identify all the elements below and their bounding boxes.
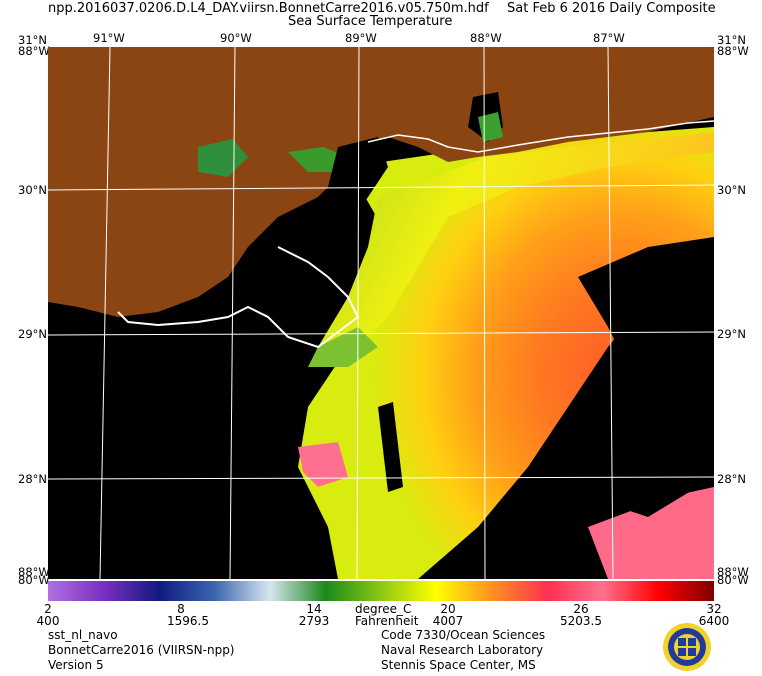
colorbar-tick-f-2: 2793 [298,614,330,628]
pink-patch-west [298,442,348,487]
colorbar-tick-f-4: 5203.5 [560,614,602,628]
corner-top-right-lon: 88°W [717,44,749,58]
footer-center-3: Stennis Space Center, MS [381,658,536,672]
colorbar-unit-celsius: degree_C [355,602,412,616]
colorbar-tick-c-0: 2 [44,602,52,616]
colorbar-tick-f-5: 6400 [698,614,730,628]
colorbar-tick-c-4: 26 [573,602,589,616]
corner-bottom-right-lon: 80°W [717,573,749,587]
date-title: Sat Feb 6 2016 Daily Composite [507,1,716,16]
nrl-logo [662,622,712,676]
shelf-water [318,132,714,357]
land-area [48,47,714,317]
lon-label-top-90: 90°W [220,31,252,45]
lat-label-right-29: 29°N [717,327,746,341]
colorbar-tick-c-3: 20 [440,602,456,616]
delta-no-data [278,137,388,257]
footer-left-1: sst_nl_navo [48,628,118,642]
sst-colorbar [48,581,714,601]
coastline [367,120,714,153]
lat-label-right-30: 30°N [717,183,746,197]
lat-label-left-28: 28°N [18,472,47,486]
footer-center-2: Naval Research Laboratory [381,643,544,657]
corner-bottom-right-lat: 88°W [717,565,749,579]
colorbar-tick-c-2: 14 [306,602,322,616]
product-title: Sea Surface Temperature [288,14,453,29]
footer-left-2: BonnetCarre2016 (VIIRSN-npp) [48,643,235,657]
corner-top-left-lat: 31°N [18,33,47,47]
lat-label-right-28: 28°N [717,472,746,486]
delta-coastline [117,246,360,349]
corner-top-left-lon: 88°W [18,44,50,58]
colorbar-tick-c-1: 8 [177,602,185,616]
lat-label-left-29: 29°N [18,327,47,341]
lake-pontchartrain [198,139,248,177]
lake-borgne [288,147,348,172]
footer-center-1: Code 7330/Ocean Sciences [381,628,546,642]
colorbar-unit-fahrenheit: Fahrenheit [355,614,419,628]
sst-map [48,47,714,579]
corner-bottom-left-lat: 88°W [18,565,50,579]
colorbar-tick-c-5: 32 [706,602,722,616]
corner-top-right-lat: 31°N [717,33,746,47]
lon-label-top-87: 87°W [593,31,625,45]
colorbar-tick-f-0: 400 [36,614,60,628]
colorbar-tick-f-1: 1596.5 [167,614,209,628]
lon-label-top-88: 88°W [470,31,502,45]
cold-water-delta [308,327,378,367]
colorbar-tick-f-3: 4007 [432,614,464,628]
filename-title: npp.2016037.0206.D.L4_DAY.viirsn.BonnetC… [48,1,489,16]
lon-label-top-91: 91°W [93,31,125,45]
lat-label-left-30: 30°N [18,183,47,197]
sst-map-image [48,47,714,579]
graticule [48,47,714,579]
lon-label-top-89: 89°W [345,31,377,45]
pink-patch-southeast [588,487,714,579]
footer-left-3: Version 5 [48,658,104,672]
corner-bottom-left-lon: 80°W [18,573,50,587]
cloud-streak [378,402,403,492]
